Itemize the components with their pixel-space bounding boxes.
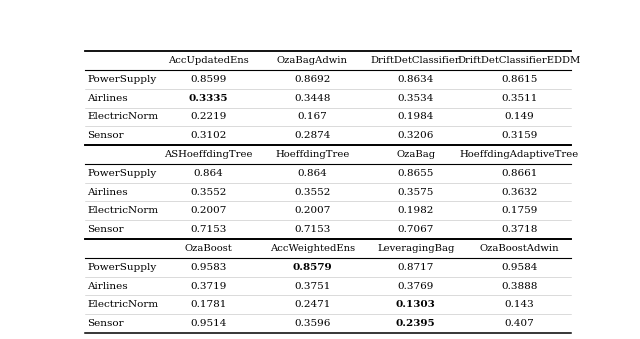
Text: AccUpdatedEns: AccUpdatedEns [168,56,249,65]
Text: 0.2007: 0.2007 [294,206,330,215]
Text: Sensor: Sensor [88,131,124,140]
Text: 0.1781: 0.1781 [191,300,227,310]
Text: 0.149: 0.149 [504,113,534,121]
Text: 0.8579: 0.8579 [292,263,332,272]
Text: 0.1303: 0.1303 [396,300,436,310]
Text: 0.8692: 0.8692 [294,75,330,84]
Text: 0.1984: 0.1984 [397,113,434,121]
Text: 0.3632: 0.3632 [501,187,538,197]
Text: DriftDetClassifier: DriftDetClassifier [371,56,461,65]
Text: 0.8655: 0.8655 [397,169,434,178]
Text: 0.864: 0.864 [194,169,223,178]
Text: ElectricNorm: ElectricNorm [88,206,159,215]
Text: 0.3552: 0.3552 [294,187,330,197]
Text: 0.9584: 0.9584 [501,263,538,272]
Text: 0.7067: 0.7067 [397,225,434,234]
Text: 0.3448: 0.3448 [294,94,330,103]
Text: 0.3552: 0.3552 [191,187,227,197]
Text: 0.2395: 0.2395 [396,319,436,328]
Text: HoeffdingTree: HoeffdingTree [275,150,349,159]
Text: 0.8599: 0.8599 [191,75,227,84]
Text: 0.2471: 0.2471 [294,300,330,310]
Text: 0.9583: 0.9583 [191,263,227,272]
Text: 0.3719: 0.3719 [191,282,227,291]
Text: PowerSupply: PowerSupply [88,263,157,272]
Text: ElectricNorm: ElectricNorm [88,113,159,121]
Text: 0.7153: 0.7153 [294,225,330,234]
Text: 0.3888: 0.3888 [501,282,538,291]
Text: OzaBoost: OzaBoost [185,244,232,253]
Text: 0.3718: 0.3718 [501,225,538,234]
Text: 0.9514: 0.9514 [191,319,227,328]
Text: 0.3511: 0.3511 [501,94,538,103]
Text: 0.3751: 0.3751 [294,282,330,291]
Text: 0.143: 0.143 [504,300,534,310]
Text: Sensor: Sensor [88,225,124,234]
Text: Sensor: Sensor [88,319,124,328]
Text: 0.3102: 0.3102 [191,131,227,140]
Text: 0.3335: 0.3335 [189,94,228,103]
Text: ASHoeffdingTree: ASHoeffdingTree [164,150,253,159]
Text: 0.3769: 0.3769 [397,282,434,291]
Text: PowerSupply: PowerSupply [88,169,157,178]
Text: Airlines: Airlines [88,282,128,291]
Text: ElectricNorm: ElectricNorm [88,300,159,310]
Text: AccWeightedEns: AccWeightedEns [269,244,355,253]
Text: OzaBoostAdwin: OzaBoostAdwin [479,244,559,253]
Text: 0.1982: 0.1982 [397,206,434,215]
Text: 0.1759: 0.1759 [501,206,538,215]
Text: 0.864: 0.864 [298,169,327,178]
Text: PowerSupply: PowerSupply [88,75,157,84]
Text: 0.407: 0.407 [504,319,534,328]
Text: 0.7153: 0.7153 [191,225,227,234]
Text: 0.3206: 0.3206 [397,131,434,140]
Text: 0.8615: 0.8615 [501,75,538,84]
Text: DriftDetClassifierEDDM: DriftDetClassifierEDDM [458,56,581,65]
Text: 0.2219: 0.2219 [191,113,227,121]
Text: OzaBag: OzaBag [396,150,435,159]
Text: 0.3159: 0.3159 [501,131,538,140]
Text: Airlines: Airlines [88,94,128,103]
Text: 0.8717: 0.8717 [397,263,434,272]
Text: HoeffdingAdaptiveTree: HoeffdingAdaptiveTree [460,150,579,159]
Text: 0.167: 0.167 [298,113,327,121]
Text: Airlines: Airlines [88,187,128,197]
Text: LeveragingBag: LeveragingBag [377,244,454,253]
Text: 0.8634: 0.8634 [397,75,434,84]
Text: 0.3596: 0.3596 [294,319,330,328]
Text: 0.8661: 0.8661 [501,169,538,178]
Text: 0.2874: 0.2874 [294,131,330,140]
Text: 0.2007: 0.2007 [191,206,227,215]
Text: 0.3534: 0.3534 [397,94,434,103]
Text: 0.3575: 0.3575 [397,187,434,197]
Text: OzaBagAdwin: OzaBagAdwin [276,56,348,65]
